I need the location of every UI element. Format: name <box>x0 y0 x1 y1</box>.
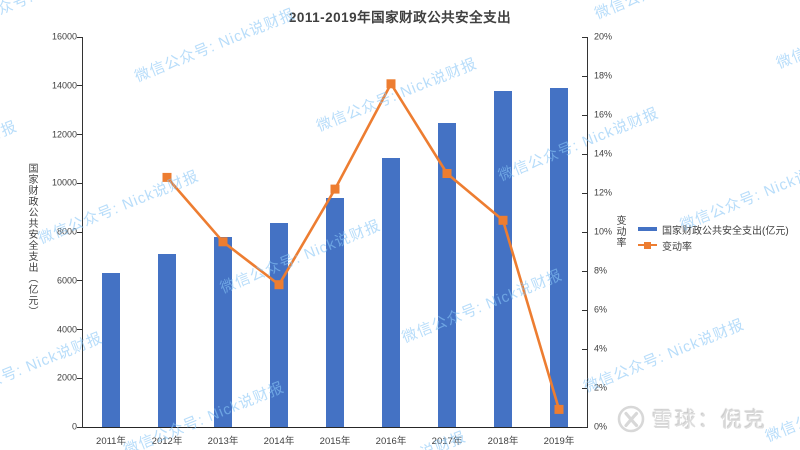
y-axis-tick-right <box>582 348 587 350</box>
y-axis-tick-left <box>77 134 83 135</box>
y-axis-tick-right <box>582 309 587 311</box>
y-axis-tick-label-right: 10% <box>594 226 613 237</box>
y-axis-tick-left <box>77 231 83 233</box>
bar <box>326 198 344 427</box>
x-axis-label: 2013年 <box>207 436 239 447</box>
y-axis-tick-label-right: 18% <box>594 70 613 81</box>
y-axis-tick-label-left: 8000 <box>56 226 77 237</box>
y-axis-tick-label-left: 4000 <box>56 324 77 334</box>
y-axis-tick-label-left: 0 <box>71 421 77 432</box>
branding-text: 雪球：倪克 <box>652 409 767 432</box>
x-axis-label: 2014年 <box>263 436 295 447</box>
legend-label-change-rate: 变动率 <box>662 241 692 253</box>
y-axis-tick-left <box>77 426 83 428</box>
watermark-text: 微信公众号: Nick说财报 <box>763 366 800 446</box>
line-marker <box>330 184 340 194</box>
chart-title: 2011-2019年国家财政公共安全支出 <box>288 10 512 25</box>
y-axis-tick-label-right: 20% <box>594 31 613 42</box>
xueqiu-logo-icon <box>617 405 645 433</box>
x-axis-label: 2018年 <box>487 436 519 447</box>
y-axis-tick-label-left: 16000 <box>51 31 77 42</box>
line-series-swatch <box>638 241 657 249</box>
line-marker <box>162 172 172 182</box>
y-axis-tick-right <box>582 36 587 38</box>
bar <box>270 223 288 427</box>
y-axis-tick-left <box>77 280 83 282</box>
plot-area: 0 2000 4000 6000 8000 10000 12000 14000 16000 0% 2… <box>52 32 612 447</box>
legend-item-change-rate: 变动率 <box>638 237 789 253</box>
x-axis-label: 2012年 <box>151 436 183 447</box>
bar <box>494 91 512 427</box>
line-marker <box>442 169 452 178</box>
x-axis-label: 2017年 <box>431 436 463 447</box>
line-marker <box>554 404 564 414</box>
line-marker <box>274 280 284 290</box>
y-axis-tick-label-right: 6% <box>594 304 608 315</box>
y-axis-tick-label-left: 2000 <box>56 372 77 383</box>
watermark-text: 微信公众号: Nick说财报 <box>0 118 20 198</box>
legend: 国家财政公共安全支出(亿元) 变动率 <box>638 221 789 253</box>
y-axis-tick-left <box>77 377 83 379</box>
y-axis-tick-left <box>77 36 83 38</box>
y-axis-tick-right <box>582 153 587 155</box>
y-axis-tick-left <box>77 182 83 184</box>
y-axis-tick-label-right: 14% <box>594 148 613 159</box>
y-axis-tick-left <box>77 85 83 87</box>
y-axis-tick-label-left: 10000 <box>51 177 77 188</box>
legend-label-expenditure: 国家财政公共安全支出(亿元) <box>662 225 789 237</box>
bar <box>550 88 568 427</box>
y-axis-tick-label-left: 14000 <box>51 80 77 91</box>
bar <box>102 273 120 427</box>
y-axis-tick-right <box>582 270 587 272</box>
y-axis-tick-label-right: 16% <box>594 109 613 120</box>
right-axis-title: 变动率 <box>614 215 625 248</box>
line-marker <box>498 215 508 225</box>
y-axis-tick-label-right: 4% <box>594 343 608 354</box>
change-rate-line <box>162 79 564 414</box>
y-axis-tick-label-right: 12% <box>594 187 613 198</box>
left-axis-title: 国家财政公共安全支出（亿元） <box>26 163 37 317</box>
x-axis-label: 2016年 <box>375 436 407 447</box>
line-marker <box>386 79 396 89</box>
y-axis-tick-right <box>582 387 587 389</box>
x-axis-label: 2015年 <box>319 436 351 447</box>
legend-item-expenditure: 国家财政公共安全支出(亿元) <box>638 221 789 237</box>
y-axis-tick-right <box>582 231 587 233</box>
y-axis-tick-left <box>77 329 83 330</box>
y-axis-tick-label-right: 2% <box>594 382 608 393</box>
bar <box>382 158 400 427</box>
bar-series-swatch <box>638 227 657 231</box>
y-axis-tick-label-left: 12000 <box>51 129 77 139</box>
line-marker-swatch <box>644 241 651 249</box>
x-axis-label: 2011年 <box>96 436 126 447</box>
y-axis-tick-label-right: 0% <box>594 421 608 432</box>
y-axis-tick-right <box>582 426 587 428</box>
line-marker <box>218 237 228 247</box>
y-axis-tick-right <box>582 192 587 194</box>
y-axis-tick-right <box>582 75 587 77</box>
y-axis-tick-right <box>582 114 587 116</box>
y-axis-tick-label-right: 8% <box>594 265 608 276</box>
bar <box>214 237 232 427</box>
bar <box>158 253 176 427</box>
bar <box>438 123 456 427</box>
y-axis-tick-label-left: 6000 <box>56 275 77 286</box>
branding-watermark: 雪球：倪克 <box>616 404 767 434</box>
x-axis-label: 2019年 <box>543 436 575 447</box>
